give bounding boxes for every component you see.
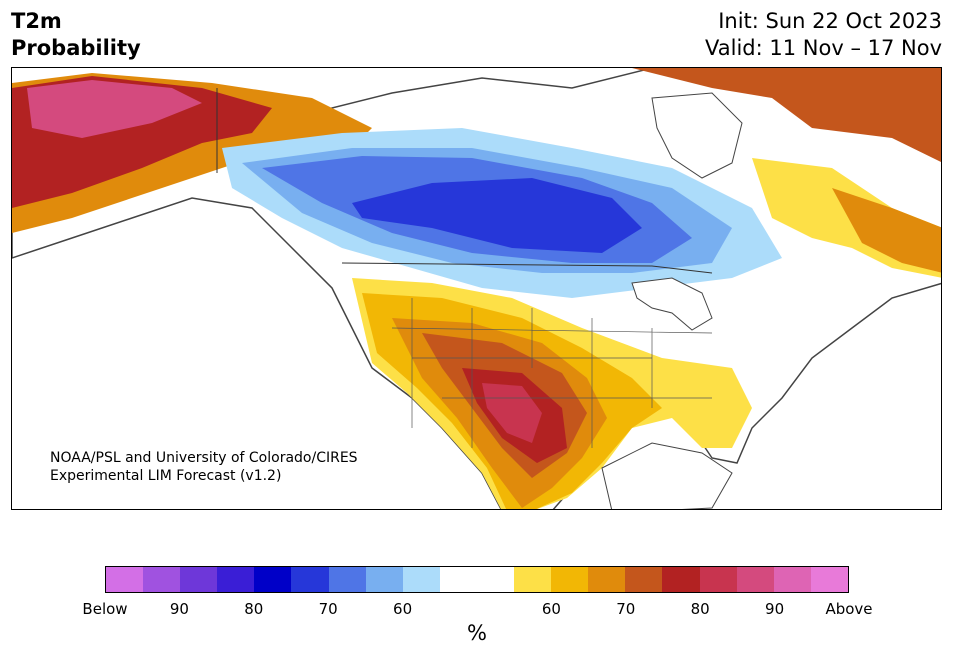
colorbar-segment-5 bbox=[291, 567, 329, 592]
probability-map: NOAA/PSL and University of Colorado/CIRE… bbox=[11, 67, 942, 510]
credit-line-1: NOAA/PSL and University of Colorado/CIRE… bbox=[50, 450, 358, 466]
colorbar-segment-17 bbox=[736, 567, 774, 592]
colorbar-segment-2 bbox=[180, 567, 218, 592]
colorbar-segment-9 bbox=[439, 567, 477, 592]
colorbar-tick-label: Above bbox=[825, 600, 873, 618]
colorbar-tick-label: 80 bbox=[690, 600, 710, 618]
us-canada-border bbox=[341, 262, 713, 274]
colorbar-segment-19 bbox=[810, 567, 848, 592]
alaska-warm-pink bbox=[27, 80, 202, 138]
state-lines bbox=[391, 298, 713, 448]
colorbar-tick-label: 70 bbox=[318, 600, 338, 618]
colorbar-segment-13 bbox=[588, 567, 626, 592]
colorbar-segment-8 bbox=[402, 567, 440, 592]
colorbar bbox=[105, 566, 849, 593]
colorbar-tick-label: 80 bbox=[244, 600, 264, 618]
east-canada-amber bbox=[832, 188, 941, 273]
colorbar-segment-0 bbox=[106, 567, 144, 592]
title-line-2: Probability bbox=[11, 36, 141, 60]
colorbar-segment-12 bbox=[551, 567, 589, 592]
colorbar-segment-1 bbox=[143, 567, 181, 592]
credit-line-2: Experimental LIM Forecast (v1.2) bbox=[50, 468, 282, 484]
colorbar-tick-label: 60 bbox=[393, 600, 413, 618]
colorbar-segment-4 bbox=[254, 567, 292, 592]
init-date: Init: Sun 22 Oct 2023 bbox=[718, 9, 942, 33]
colorbar-segment-14 bbox=[625, 567, 663, 592]
colorbar-tick-label: 90 bbox=[765, 600, 785, 618]
colorbar-tick-label: 70 bbox=[616, 600, 636, 618]
forecast-dates: Init: Sun 22 Oct 2023 Valid: 11 Nov – 17… bbox=[705, 8, 942, 62]
map-title: T2m Probability bbox=[11, 8, 141, 62]
map-canvas bbox=[12, 68, 941, 509]
east-canada-orange bbox=[632, 68, 941, 163]
cold-core bbox=[352, 178, 642, 253]
title-line-1: T2m bbox=[11, 9, 62, 33]
colorbar-segment-3 bbox=[217, 567, 255, 592]
hudson-bay bbox=[651, 92, 743, 179]
colorbar-segment-18 bbox=[773, 567, 811, 592]
colorbar-segment-15 bbox=[662, 567, 700, 592]
colorbar-segment-10 bbox=[476, 567, 515, 592]
colorbar-unit-label: % bbox=[467, 621, 487, 645]
colorbar-tick-label: 60 bbox=[541, 600, 561, 618]
valid-range: Valid: 11 Nov – 17 Nov bbox=[705, 36, 942, 60]
colorbar-segment-7 bbox=[365, 567, 403, 592]
colorbar-segment-6 bbox=[328, 567, 366, 592]
colorbar-segment-16 bbox=[699, 567, 737, 592]
great-lakes bbox=[631, 277, 713, 331]
credit-text: NOAA/PSL and University of Colorado/CIRE… bbox=[50, 449, 358, 485]
colorbar-segment-11 bbox=[514, 567, 552, 592]
colorbar-tick-label: Below bbox=[82, 600, 128, 618]
colorbar-tick-label: 90 bbox=[169, 600, 189, 618]
gulf-of-mexico bbox=[601, 442, 733, 509]
